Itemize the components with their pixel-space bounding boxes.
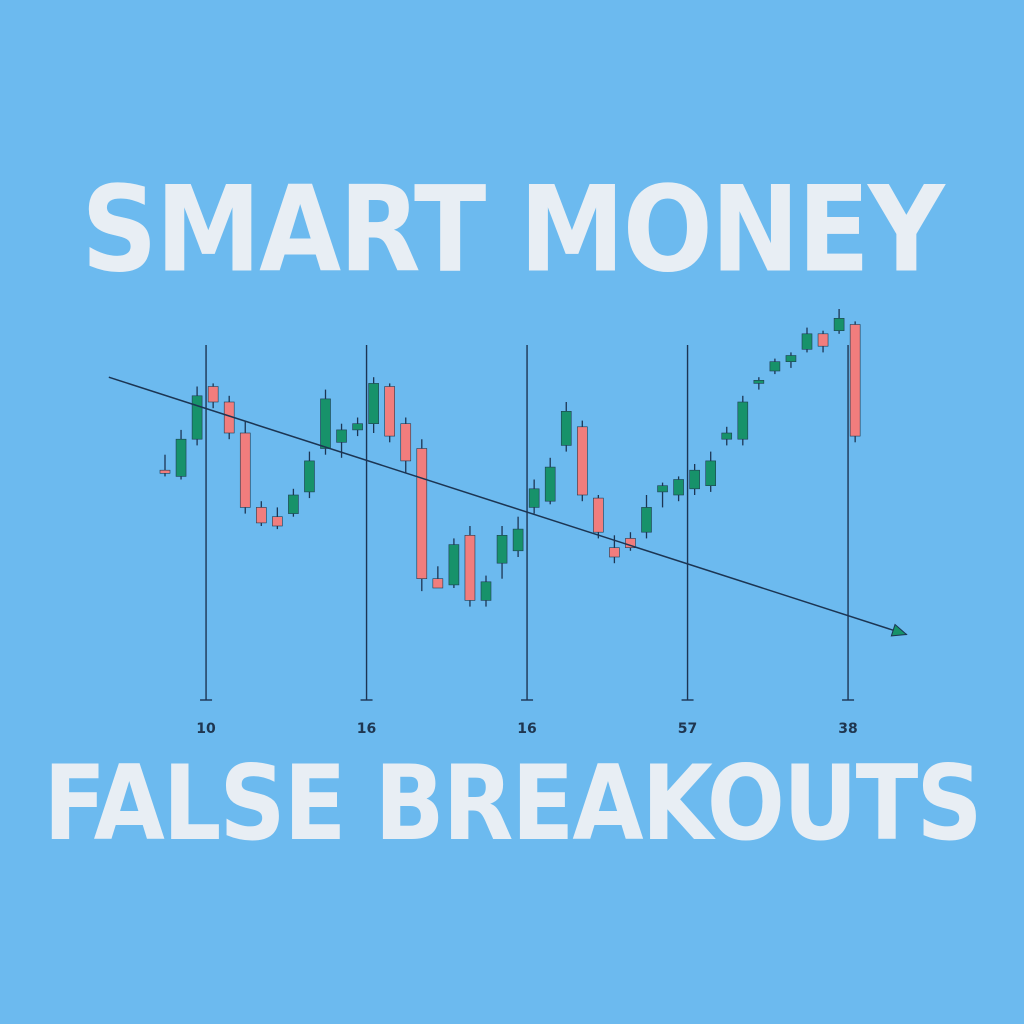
- x-tick-label: 38: [838, 721, 857, 737]
- bullish-candle-body: [657, 485, 668, 493]
- candle: [544, 457, 556, 505]
- candle: [737, 395, 749, 446]
- candle: [239, 420, 251, 514]
- bullish-candle-body: [448, 544, 460, 586]
- candle: [480, 575, 492, 607]
- bearish-candle-body: [384, 386, 396, 437]
- candle: [175, 429, 187, 480]
- trend-line: [108, 376, 908, 637]
- bearish-candle-body: [159, 469, 171, 474]
- bullish-candle-body: [801, 333, 813, 350]
- x-tick-label: 16: [517, 721, 536, 737]
- bearish-candle-body: [817, 333, 829, 347]
- bearish-candle-body: [239, 432, 251, 508]
- candle: [528, 479, 540, 514]
- candle: [272, 507, 283, 530]
- bearish-candle-body: [207, 386, 219, 403]
- bullish-candle-body: [352, 423, 363, 431]
- bullish-candle-body: [737, 401, 749, 440]
- candle: [593, 495, 604, 539]
- x-tick-label: 57: [678, 721, 697, 737]
- candle: [673, 476, 684, 502]
- candle: [785, 352, 797, 368]
- candle: [641, 495, 652, 539]
- bearish-candle-body: [609, 547, 620, 558]
- bullish-candle-body: [721, 432, 733, 440]
- candle: [368, 377, 379, 433]
- headline-title: SMART MONEY: [81, 160, 944, 299]
- candle: [448, 538, 460, 588]
- candle: [576, 420, 588, 502]
- bullish-candle-body: [288, 494, 299, 514]
- bearish-candle-body: [416, 448, 428, 579]
- bullish-candle-body: [753, 379, 765, 384]
- bullish-candle-body: [785, 355, 797, 362]
- bullish-candle-body: [175, 438, 187, 477]
- bearish-candle-body: [593, 497, 604, 533]
- bearish-candle-body: [576, 426, 588, 496]
- bullish-candle-body: [336, 429, 347, 443]
- bearish-candle-body: [432, 578, 444, 589]
- bullish-candle-body: [304, 460, 315, 493]
- candle: [801, 327, 813, 353]
- candle: [400, 417, 412, 474]
- bullish-candle-body: [544, 466, 556, 502]
- bullish-candle-body: [705, 460, 717, 486]
- bullish-candle-body: [512, 528, 524, 552]
- candle: [625, 532, 636, 551]
- candle: [769, 358, 781, 375]
- bullish-candle-body: [320, 398, 331, 449]
- bearish-candle-body: [255, 507, 267, 524]
- candle: [255, 501, 267, 526]
- candle: [849, 321, 861, 443]
- candle: [416, 439, 428, 592]
- headline-subtitle: FALSE BREAKOUTS: [43, 743, 982, 864]
- candle: [320, 389, 331, 455]
- candle: [432, 566, 444, 589]
- bullish-candle-body: [528, 488, 540, 508]
- bearish-candle-body: [400, 423, 412, 462]
- bullish-candle-body: [560, 410, 572, 446]
- candle: [753, 377, 765, 390]
- candle: [817, 330, 829, 353]
- candle: [288, 488, 299, 517]
- trend-line-path: [108, 376, 907, 636]
- bullish-candle-body: [368, 383, 379, 424]
- bullish-candle-body: [480, 581, 492, 601]
- bearish-candle-body: [464, 534, 476, 601]
- candle: [304, 451, 315, 499]
- candles: [159, 309, 861, 607]
- candle: [207, 383, 219, 409]
- candle: [384, 383, 396, 443]
- bullish-candle-body: [673, 479, 684, 496]
- candle: [352, 417, 363, 437]
- bullish-candle-body: [496, 534, 508, 564]
- x-tick-label: 16: [357, 721, 376, 737]
- bearish-candle-body: [625, 538, 636, 549]
- candle: [689, 464, 700, 495]
- candle: [159, 454, 171, 477]
- bullish-candle-body: [833, 317, 845, 331]
- candle: [721, 426, 733, 446]
- bearish-candle-body: [849, 324, 861, 437]
- trend-arrow-head: [890, 623, 908, 637]
- candle: [560, 402, 572, 452]
- candle: [191, 386, 203, 446]
- x-tick-labels: 10 16 16 57 38: [196, 721, 857, 737]
- bullish-candle-body: [191, 395, 203, 440]
- candle: [512, 516, 524, 557]
- x-tick-label: 10: [196, 721, 216, 737]
- bullish-candle-body: [641, 507, 652, 533]
- bullish-candle-body: [769, 361, 781, 372]
- candle: [705, 451, 717, 492]
- candle: [464, 526, 476, 607]
- vertical-guides: [200, 345, 855, 701]
- candle: [496, 526, 508, 579]
- candle: [657, 482, 668, 508]
- candle: [833, 309, 845, 334]
- bullish-candle-body: [689, 469, 700, 490]
- bearish-candle-body: [272, 516, 283, 527]
